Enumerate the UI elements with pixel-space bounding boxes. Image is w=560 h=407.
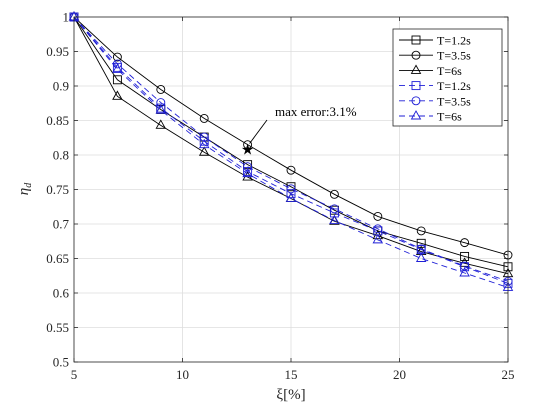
y-tick-label: 0.6 [53,286,70,301]
legend-label: T=1.2s [437,79,471,93]
data-point-circle [460,261,470,271]
y-tick-label: 0.55 [46,320,69,335]
legend-label: T=6s [437,64,462,78]
data-point-square [243,167,253,177]
y-tick-label: 1 [63,10,70,25]
series-line [73,16,509,268]
y-axis-title-sub: d [23,182,34,188]
series-2 [69,12,513,260]
legend: T=1.2sT=3.5sT=6sT=1.2sT=3.5sT=6s [392,28,503,127]
legend-swatch-marker-square [411,35,421,45]
y-tick-label: 0.8 [53,148,69,163]
data-point-triangle [112,90,123,100]
data-point-triangle [198,146,210,156]
annotation-group: ★ max error:3.1% [241,104,357,158]
ticks: 5 10 15 20 25 0.5 0.55 0.6 0.65 0.7 0.75 0.8 0.85 0.9… [46,10,514,383]
legend-label: T=1.2s [437,34,471,48]
data-point-circle [416,226,426,236]
legend-swatch-marker-circle [411,96,421,106]
y-tick-label: 0.7 [53,217,70,232]
y-tick-label: 0.65 [46,251,69,266]
data-point-circle [156,98,166,108]
data-point-triangle [242,171,253,181]
data-point-circle [286,165,296,175]
data-point-triangle [112,63,123,73]
data-point-triangle [459,267,470,277]
series-line [73,16,509,288]
legend-item-5: T=3.5s [399,94,471,108]
legend-swatch-marker-triangle [410,64,422,74]
y-axis-title: ηd [16,182,34,195]
data-point-triangle [329,214,340,225]
data-point-triangle [415,252,427,262]
annotation-label: max error:3.1% [275,104,357,119]
legend-item-6: T=6s [399,110,462,124]
x-axis-title: ξ[%] [276,387,305,403]
legend-label: T=3.5s [437,49,471,63]
data-point-circle [329,189,339,199]
data-point-triangle [415,245,427,256]
data-point-circle [460,238,470,248]
data-point-square [199,136,209,146]
data-point-square [156,103,166,113]
legend-swatch-marker-square [411,81,421,91]
data-point-circle [329,204,339,214]
data-point-circle [373,211,383,221]
x-tick-label: 10 [176,367,189,382]
annotation-leader-line [249,119,268,144]
data-point-triangle [155,104,167,114]
data-point-circle [199,132,209,142]
data-point-triangle [372,233,384,244]
legend-item-4: T=1.2s [399,79,471,93]
data-point-circle [199,113,209,123]
data-point-triangle [198,138,210,149]
data-point-triangle [285,192,297,202]
data-point-circle [243,162,253,172]
legend-box [392,28,503,127]
data-point-circle [243,140,253,150]
legend-swatch-marker-circle [411,50,421,60]
annotation-star-marker: ★ [241,140,254,158]
data-point-circle [373,224,383,234]
data-point-square [112,75,122,85]
legend-item-1: T=1.2s [399,34,471,48]
x-tick-label: 25 [502,367,515,382]
y-tick-label: 0.9 [53,79,69,94]
data-point-square [460,251,470,261]
y-tick-label: 0.95 [46,44,69,59]
data-point-triangle [155,119,167,129]
legend-item-2: T=3.5s [399,49,471,63]
data-point-square [329,208,339,218]
y-tick-label: 0.85 [46,113,69,128]
legend-item-3: T=6s [399,64,462,78]
y-tick-label: 0.75 [46,182,69,197]
data-point-circle [112,52,122,62]
data-point-triangle [242,167,253,178]
legend-label: T=6s [437,110,462,124]
data-point-circle [156,84,166,94]
series-line [73,16,509,282]
y-tick-label: 0.5 [53,355,69,370]
series-line [73,16,509,256]
x-tick-label: 20 [393,367,406,382]
series-group [68,11,514,291]
y-axis-title-main: η [16,188,32,195]
legend-label: T=3.5s [437,94,471,108]
legend-swatch-marker-triangle [410,110,422,120]
x-tick-label: 5 [71,367,78,382]
data-point-square [286,189,296,199]
x-tick-label: 15 [285,367,298,382]
